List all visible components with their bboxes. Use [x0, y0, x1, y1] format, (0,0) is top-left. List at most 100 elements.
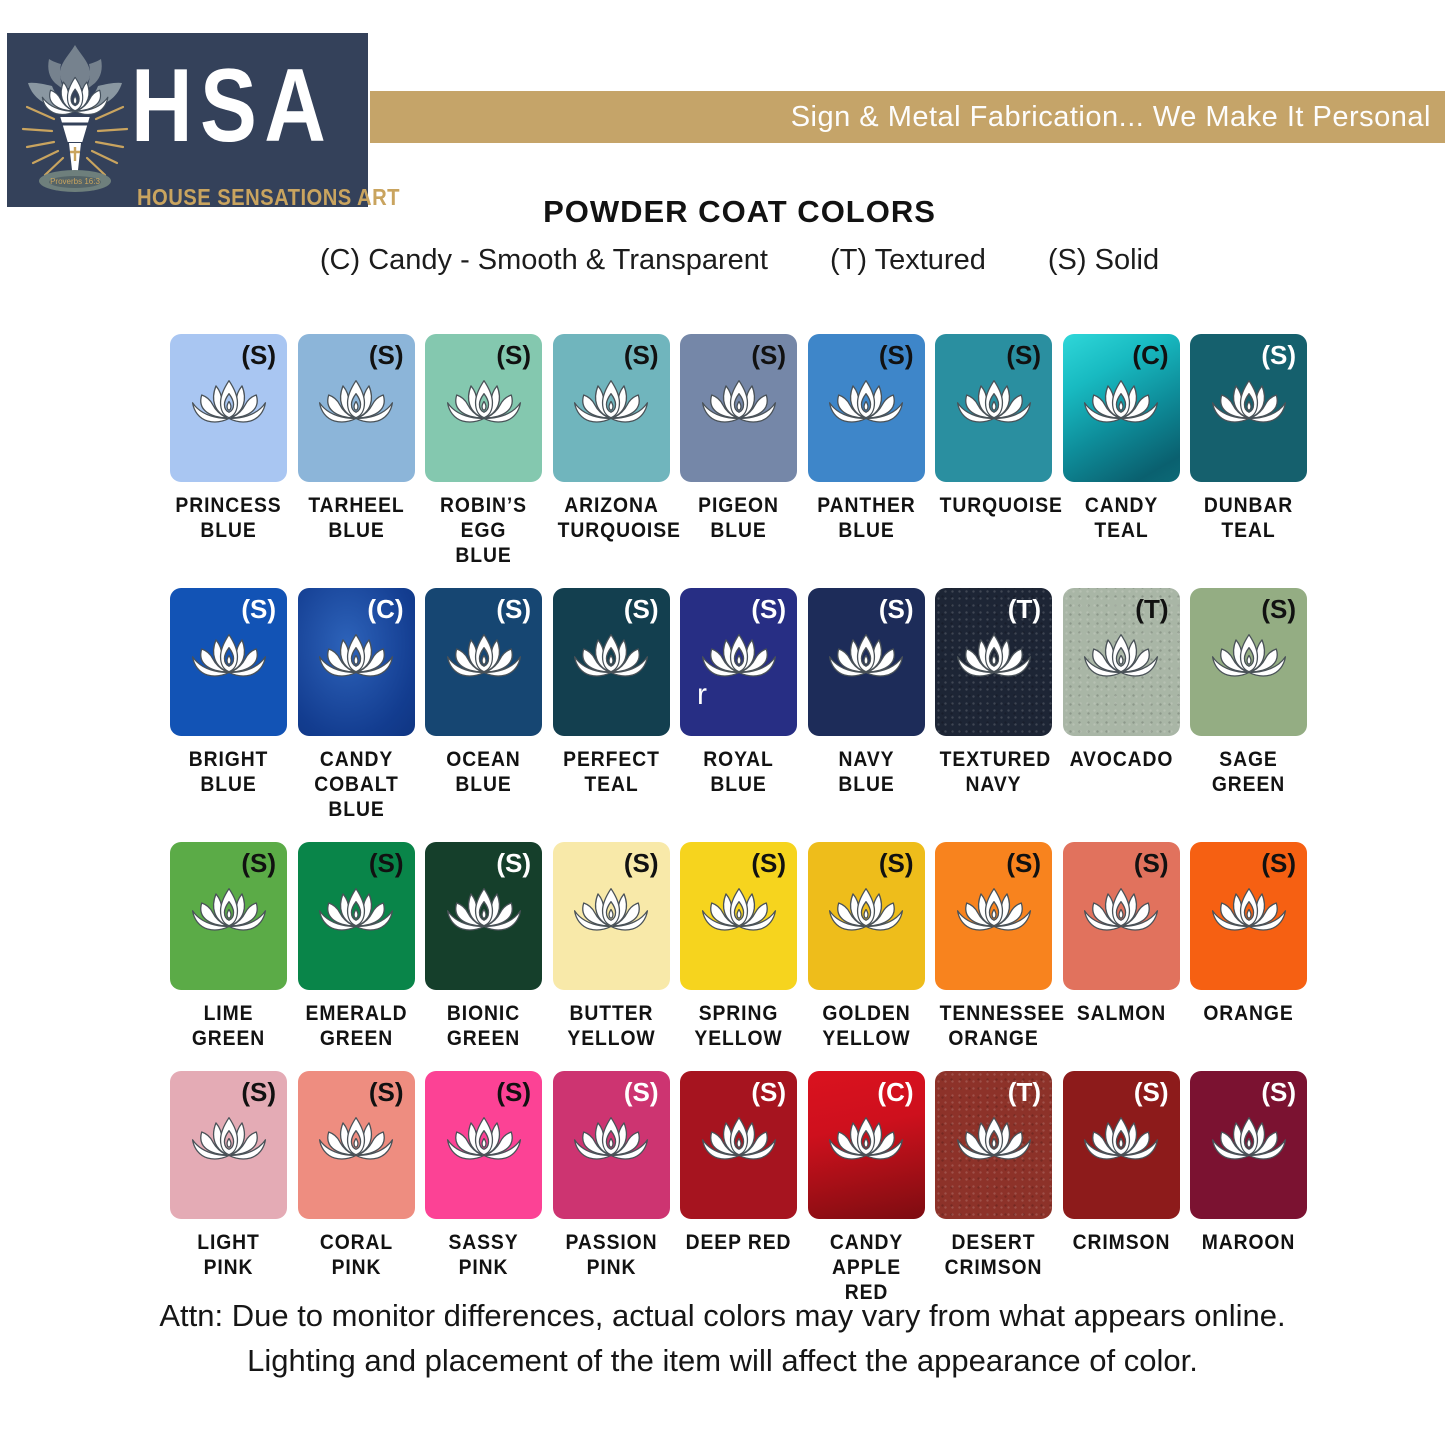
color-swatch: (S)	[425, 334, 542, 482]
color-swatch: (S)	[680, 588, 797, 736]
color-name-label: CANDY COBALT BLUE	[313, 748, 399, 821]
lotus-icon	[956, 888, 1031, 931]
color-name-label: SPRING YELLOW	[694, 1002, 783, 1050]
swatch-cell: (S) EMERALD GREEN	[297, 842, 415, 1051]
color-swatch: (S)	[425, 842, 542, 990]
swatch-cell: (S) SPRING YELLOW	[680, 842, 797, 1051]
lotus-icon	[318, 634, 394, 677]
finish-type-badge: (S)	[751, 340, 786, 370]
lotus-icon	[191, 380, 266, 423]
color-swatch: (C)	[1062, 334, 1180, 482]
swatch-cell: (S) SASSY PINK	[425, 1071, 542, 1305]
finish-type-badge: (S)	[1261, 340, 1296, 370]
color-swatch: (S)	[1190, 588, 1307, 736]
color-name-label: GOLDEN YELLOW	[821, 1002, 911, 1050]
finish-type-badge: (S)	[623, 340, 659, 370]
swatch-cell: (S) ORANGE	[1190, 842, 1307, 1051]
color-name-label: ROBIN’S EGG BLUE	[440, 494, 527, 567]
finish-type-badge: (S)	[878, 340, 914, 370]
swatch-cell: (S) MAROON	[1190, 1071, 1307, 1305]
lotus-icon	[828, 888, 904, 931]
lotus-icon	[1083, 634, 1159, 677]
swatch-cell: (S) ARIZONA TURQUOISE	[552, 334, 679, 568]
finish-type-badge: (S)	[496, 1077, 531, 1107]
finish-type-badge: (S)	[241, 1077, 276, 1107]
finish-type-badge: (S)	[496, 594, 531, 624]
color-swatch: (S)	[807, 334, 925, 482]
swatch-cell: (S) BIONIC GREEN	[425, 842, 542, 1051]
color-name-label: AVOCADO	[1069, 748, 1173, 771]
color-name-label: TENNESSEE ORANGE	[939, 1002, 1065, 1050]
color-name-label: LIGHT PINK	[197, 1231, 260, 1279]
swatch-cell: (T) DESERT CRIMSON	[935, 1071, 1052, 1305]
color-swatch: (S)	[935, 842, 1052, 990]
color-swatch: (S)	[297, 842, 415, 990]
swatch-cell: (C) CANDY COBALT BLUE	[297, 588, 415, 822]
lotus-icon	[1083, 1117, 1159, 1160]
color-name-label: CRIMSON	[1072, 1231, 1170, 1254]
lotus-icon	[446, 634, 521, 677]
swatch-cell: (S) GOLDEN YELLOW	[807, 842, 925, 1051]
swatch-cell: (S) BUTTER YELLOW	[552, 842, 670, 1051]
color-swatch: (S)	[425, 588, 542, 736]
color-swatch: (S)	[1062, 1071, 1180, 1219]
swatch-cell: (C) CANDY APPLE RED	[807, 1071, 925, 1305]
color-name-label: DESERT CRIMSON	[944, 1231, 1043, 1279]
finish-type-badge: (S)	[751, 594, 786, 624]
color-swatch: (S)	[1062, 842, 1180, 990]
color-name-label: CANDY APPLE RED	[829, 1231, 903, 1304]
color-name-label: SASSY PINK	[448, 1231, 519, 1279]
lotus-icon	[318, 1117, 394, 1160]
swatch-cell: (T) AVOCADO	[1062, 588, 1180, 822]
color-name-label: DUNBAR TEAL	[1203, 494, 1294, 542]
color-swatch: (S)	[807, 842, 925, 990]
finish-type-badge: (S)	[623, 594, 659, 624]
color-name-label: CANDY TEAL	[1084, 494, 1158, 542]
swatch-cell: (S) SAGE GREEN	[1190, 588, 1307, 822]
color-swatch: (T)	[935, 588, 1052, 736]
finish-type-badge: (S)	[496, 848, 531, 878]
finish-type-badge: (S)	[878, 848, 914, 878]
color-name-label: PIGEON BLUE	[698, 494, 779, 542]
color-swatch: (S)	[552, 842, 670, 990]
swatch-cell: (T) TEXTURED NAVY	[935, 588, 1052, 822]
color-name-label: EMERALD GREEN	[305, 1002, 407, 1050]
finish-type-badge: (S)	[1133, 848, 1169, 878]
color-swatch: (S)	[552, 1071, 670, 1219]
swatch-cell: (S) PRINCESS BLUE	[170, 334, 287, 568]
finish-type-badge: (S)	[751, 848, 786, 878]
color-name-label: PERFECT TEAL	[562, 748, 660, 796]
finish-type-badge: (S)	[368, 848, 404, 878]
lotus-icon	[573, 634, 649, 677]
stray-text-artifact: r	[697, 678, 707, 711]
swatch-cell: (S) ROYAL BLUE	[680, 588, 797, 822]
lotus-icon	[701, 634, 776, 677]
color-name-label: LIME GREEN	[191, 1002, 266, 1050]
swatch-cell: (S) BRIGHT BLUE	[170, 588, 287, 822]
lotus-icon	[956, 380, 1031, 423]
color-name-label: CORAL PINK	[319, 1231, 393, 1279]
legend-textured: (T) Textured	[830, 244, 986, 276]
lotus-icon	[573, 380, 649, 423]
finish-type-badge: (S)	[1133, 1077, 1169, 1107]
lotus-icon	[1211, 634, 1286, 677]
finish-type-badge: (T)	[1007, 594, 1041, 624]
lotus-icon	[828, 380, 904, 423]
finish-type-badge: (S)	[368, 1077, 404, 1107]
swatch-grid: (S) PRINCESS BLUE (S)	[170, 334, 1310, 1305]
finish-type-badge: (S)	[623, 848, 659, 878]
swatch-cell: (S) TURQUOISE	[935, 334, 1062, 568]
color-name-label: BUTTER YELLOW	[566, 1002, 656, 1050]
swatch-cell: (S) ROBIN’S EGG BLUE	[425, 334, 542, 568]
swatch-cell: (S) CORAL PINK	[297, 1071, 415, 1305]
lotus-icon	[446, 1117, 521, 1160]
lotus-icon	[1211, 380, 1286, 423]
finish-type-badge: (S)	[241, 594, 276, 624]
finish-type-badge: (T)	[1135, 594, 1169, 624]
logo-acronym: HSA	[131, 48, 334, 164]
color-swatch: (T)	[1062, 588, 1180, 736]
page-title: POWDER COAT COLORS	[543, 194, 936, 229]
color-swatch: (S)	[170, 334, 287, 482]
swatch-cell: (S) DUNBAR TEAL	[1190, 334, 1307, 568]
lotus-icon	[318, 380, 394, 423]
